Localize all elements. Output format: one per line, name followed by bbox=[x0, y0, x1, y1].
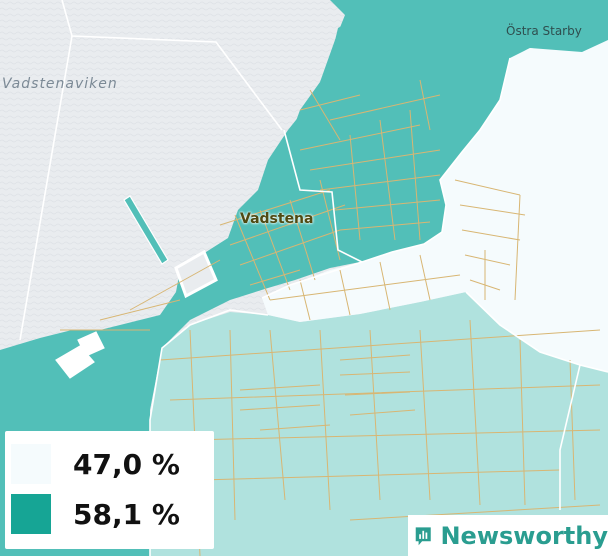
legend-swatch-low bbox=[11, 444, 51, 484]
map-legend: 47,0 % 58,1 % bbox=[5, 431, 214, 549]
legend-label-low: 47,0 % bbox=[73, 447, 180, 481]
newsworthy-logo-icon bbox=[415, 526, 431, 545]
legend-item-low: 47,0 % bbox=[11, 444, 180, 484]
region-low-share[interactable] bbox=[262, 40, 608, 372]
legend-swatch-high bbox=[11, 494, 51, 534]
district-borders bbox=[19, 0, 608, 556]
village-label: Östra Starby bbox=[506, 24, 582, 38]
brand-badge[interactable]: Newsworthy bbox=[408, 515, 608, 556]
lake-label: Vadstenaviken bbox=[2, 76, 118, 92]
brand-name: Newsworthy bbox=[440, 521, 608, 550]
town-label: Vadstena bbox=[240, 211, 314, 227]
legend-item-high: 58,1 % bbox=[11, 494, 180, 534]
road-network bbox=[60, 79, 601, 556]
region-mid-share[interactable] bbox=[150, 292, 608, 556]
region-high-north[interactable] bbox=[282, 0, 608, 262]
harbor-piers bbox=[55, 195, 218, 379]
legend-label-high: 58,1 % bbox=[73, 497, 180, 531]
